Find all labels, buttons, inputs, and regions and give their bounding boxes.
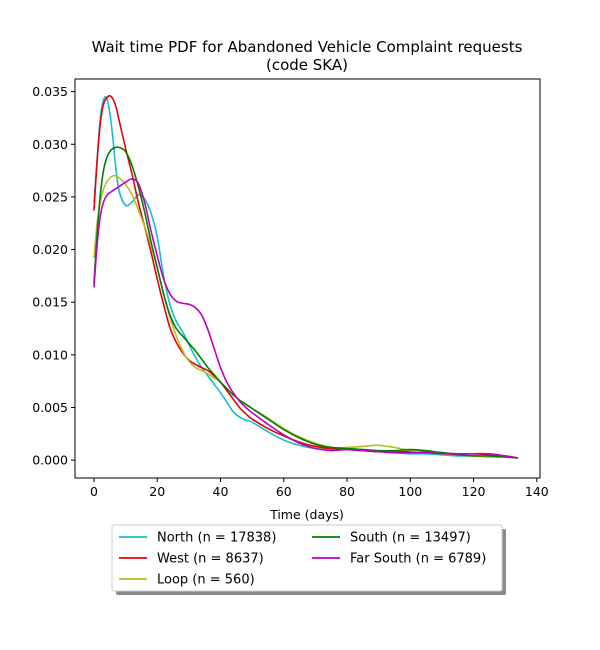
y-axis: 0.000 0.005 0.010 0.015 0.020 0.025 0.030 0.035 xyxy=(32,84,75,468)
x-tick-label: 20 xyxy=(149,484,165,499)
chart-subtitle: (code SKA) xyxy=(266,56,348,74)
x-tick-label: 60 xyxy=(276,484,292,499)
x-tick-label: 100 xyxy=(398,484,422,499)
legend-entries: North (n = 17838) West (n = 8637) Loop (n … xyxy=(119,531,486,588)
x-tick-label: 40 xyxy=(213,484,229,499)
x-tick-label: 0 xyxy=(90,484,98,499)
legend-label-2: Loop (n = 560) xyxy=(157,573,255,588)
plot-lines xyxy=(93,95,518,459)
series-line-3 xyxy=(93,146,518,459)
x-tick-label: 140 xyxy=(525,484,549,499)
legend: North (n = 17838) West (n = 8637) Loop (n … xyxy=(111,524,506,595)
legend-label-3: South (n = 13497) xyxy=(350,531,471,546)
legend-label-1: West (n = 8637) xyxy=(157,552,264,567)
y-tick-label: 0.030 xyxy=(32,137,68,152)
series-line-1 xyxy=(93,95,518,459)
x-tick-label: 80 xyxy=(339,484,355,499)
y-tick-label: 0.035 xyxy=(32,84,68,99)
legend-box xyxy=(111,524,503,592)
series-line-2 xyxy=(93,174,518,459)
x-tick-label: 120 xyxy=(462,484,486,499)
y-tick-label: 0.000 xyxy=(32,453,68,468)
x-axis: 0 20 40 60 80 100 120 140 xyxy=(90,478,549,499)
y-tick-label: 0.015 xyxy=(32,295,68,310)
legend-label-0: North (n = 17838) xyxy=(157,531,276,546)
y-tick-label: 0.005 xyxy=(32,400,68,415)
legend-label-4: Far South (n = 6789) xyxy=(350,552,486,567)
x-axis-label: Time (days) xyxy=(269,507,344,522)
plot-frame xyxy=(74,78,541,479)
y-tick-label: 0.010 xyxy=(32,347,68,362)
chart-title: Wait time PDF for Abandoned Vehicle Comp… xyxy=(92,38,523,56)
y-tick-label: 0.025 xyxy=(32,189,68,204)
y-tick-label: 0.020 xyxy=(32,242,68,257)
series-line-4 xyxy=(93,178,518,459)
